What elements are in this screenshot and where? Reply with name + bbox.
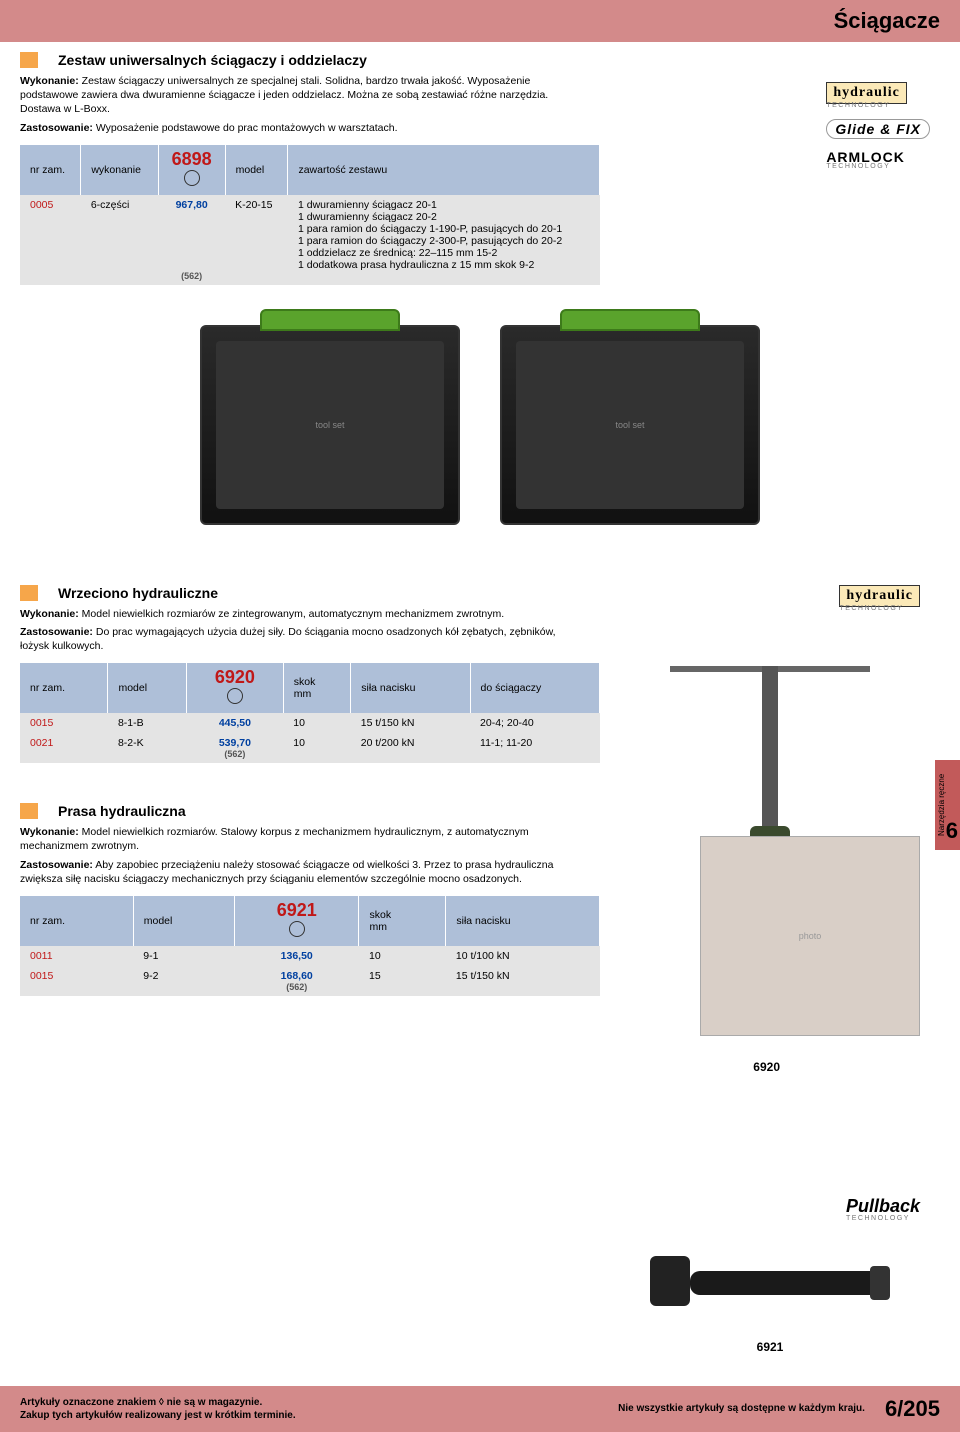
- table-row: 0015 9-2 168,60 (562) 15 15 t/150 kN: [20, 966, 600, 996]
- section2-zastosowanie: Zastosowanie: Do prac wymagających użyci…: [20, 625, 580, 653]
- brand-logos-column: hydraulic TECHNOLOGY Glide & FIX ARMLOCK…: [826, 82, 930, 170]
- th-code: 6898: [158, 145, 225, 195]
- th-nr-zam: nr zam.: [20, 145, 81, 195]
- page-title: Ściągacze: [20, 8, 940, 34]
- table-row: 0011 9-1 136,50 10 10 t/100 kN: [20, 946, 600, 966]
- section3-title: Prasa hydrauliczna: [58, 803, 186, 819]
- section3-wykonanie: Wykonanie: Model niewielkich rozmiarów. …: [20, 825, 580, 853]
- page-footer: Artykuły oznaczone znakiem ◊ nie są w ma…: [0, 1386, 960, 1432]
- page-number: 6/205: [885, 1396, 940, 1422]
- section1-title: Zestaw uniwersalnych ściągaczy i oddziel…: [58, 52, 367, 68]
- section-marker-icon: [20, 803, 38, 819]
- glidefix-logo: Glide & FIX: [826, 119, 930, 139]
- section2-wykonanie: Wykonanie: Model niewielkich rozmiarów z…: [20, 607, 580, 621]
- image-6921: 6921: [640, 1236, 900, 1354]
- table-row: 0021 8-2-K 539,70 (562) 10 20 t/200 kN 1…: [20, 733, 600, 763]
- th-wykonanie: wykonanie: [81, 145, 158, 195]
- section1-wykonanie: Wykonanie: Zestaw ściągaczy uniwersalnyc…: [20, 74, 580, 117]
- footer-line2: Zakup tych artykułów realizowany jest w …: [20, 1409, 296, 1422]
- page-header-band: Ściągacze: [0, 0, 960, 42]
- section2-title: Wrzeciono hydrauliczne: [58, 585, 218, 601]
- image-6920: 6920: [753, 1056, 780, 1074]
- footer-right-text: Nie wszystkie artykuły są dostępne w każ…: [618, 1403, 865, 1414]
- vendor-seal-icon: [184, 170, 200, 186]
- th-model: model: [225, 145, 288, 195]
- hydraulic-logo-small: hydraulic TECHNOLOGY: [839, 585, 920, 612]
- table-row: 0005 6-części 967,80 (562) K-20-15 1 dwu…: [20, 195, 600, 285]
- tool-case-image: tool set: [200, 325, 460, 525]
- pullback-logo: Pullback TECHNOLOGY: [846, 1196, 920, 1222]
- th-zawartosc: zawartość zestawu: [288, 145, 600, 195]
- tool-case-image: tool set: [500, 325, 760, 525]
- case-images-row: tool set tool set: [0, 295, 960, 565]
- section1-zastosowanie: Zastosowanie: Wyposażenie podstawowe do …: [20, 121, 580, 135]
- section3-table: nr zam. model 6921 skokmm siła nacisku 0…: [20, 896, 600, 996]
- footer-line1: Artykuły oznaczone znakiem ◊ nie są w ma…: [20, 1396, 296, 1409]
- vendor-seal-icon: [227, 688, 243, 704]
- section-marker-icon: [20, 52, 38, 68]
- section-pullers-set: Zestaw uniwersalnych ściągaczy i oddziel…: [0, 42, 960, 295]
- hydraulic-logo: hydraulic: [826, 82, 907, 104]
- table-row: 0015 8-1-B 445,50 10 15 t/150 kN 20-4; 2…: [20, 713, 600, 733]
- contents-cell: 1 dwuramienny ściągacz 20-1 1 dwuramienn…: [288, 195, 600, 285]
- usage-photo: photo: [700, 836, 920, 1036]
- section2-table: nr zam. model 6920 skokmm siła nacisku d…: [20, 663, 600, 763]
- chapter-tab: Narzędzia ręczne 6: [935, 760, 960, 850]
- section3-zastosowanie: Zastosowanie: Aby zapobiec przeciążeniu …: [20, 858, 580, 886]
- section1-table: nr zam. wykonanie 6898 model zawartość z…: [20, 145, 600, 285]
- section-marker-icon: [20, 585, 38, 601]
- vendor-seal-icon: [289, 921, 305, 937]
